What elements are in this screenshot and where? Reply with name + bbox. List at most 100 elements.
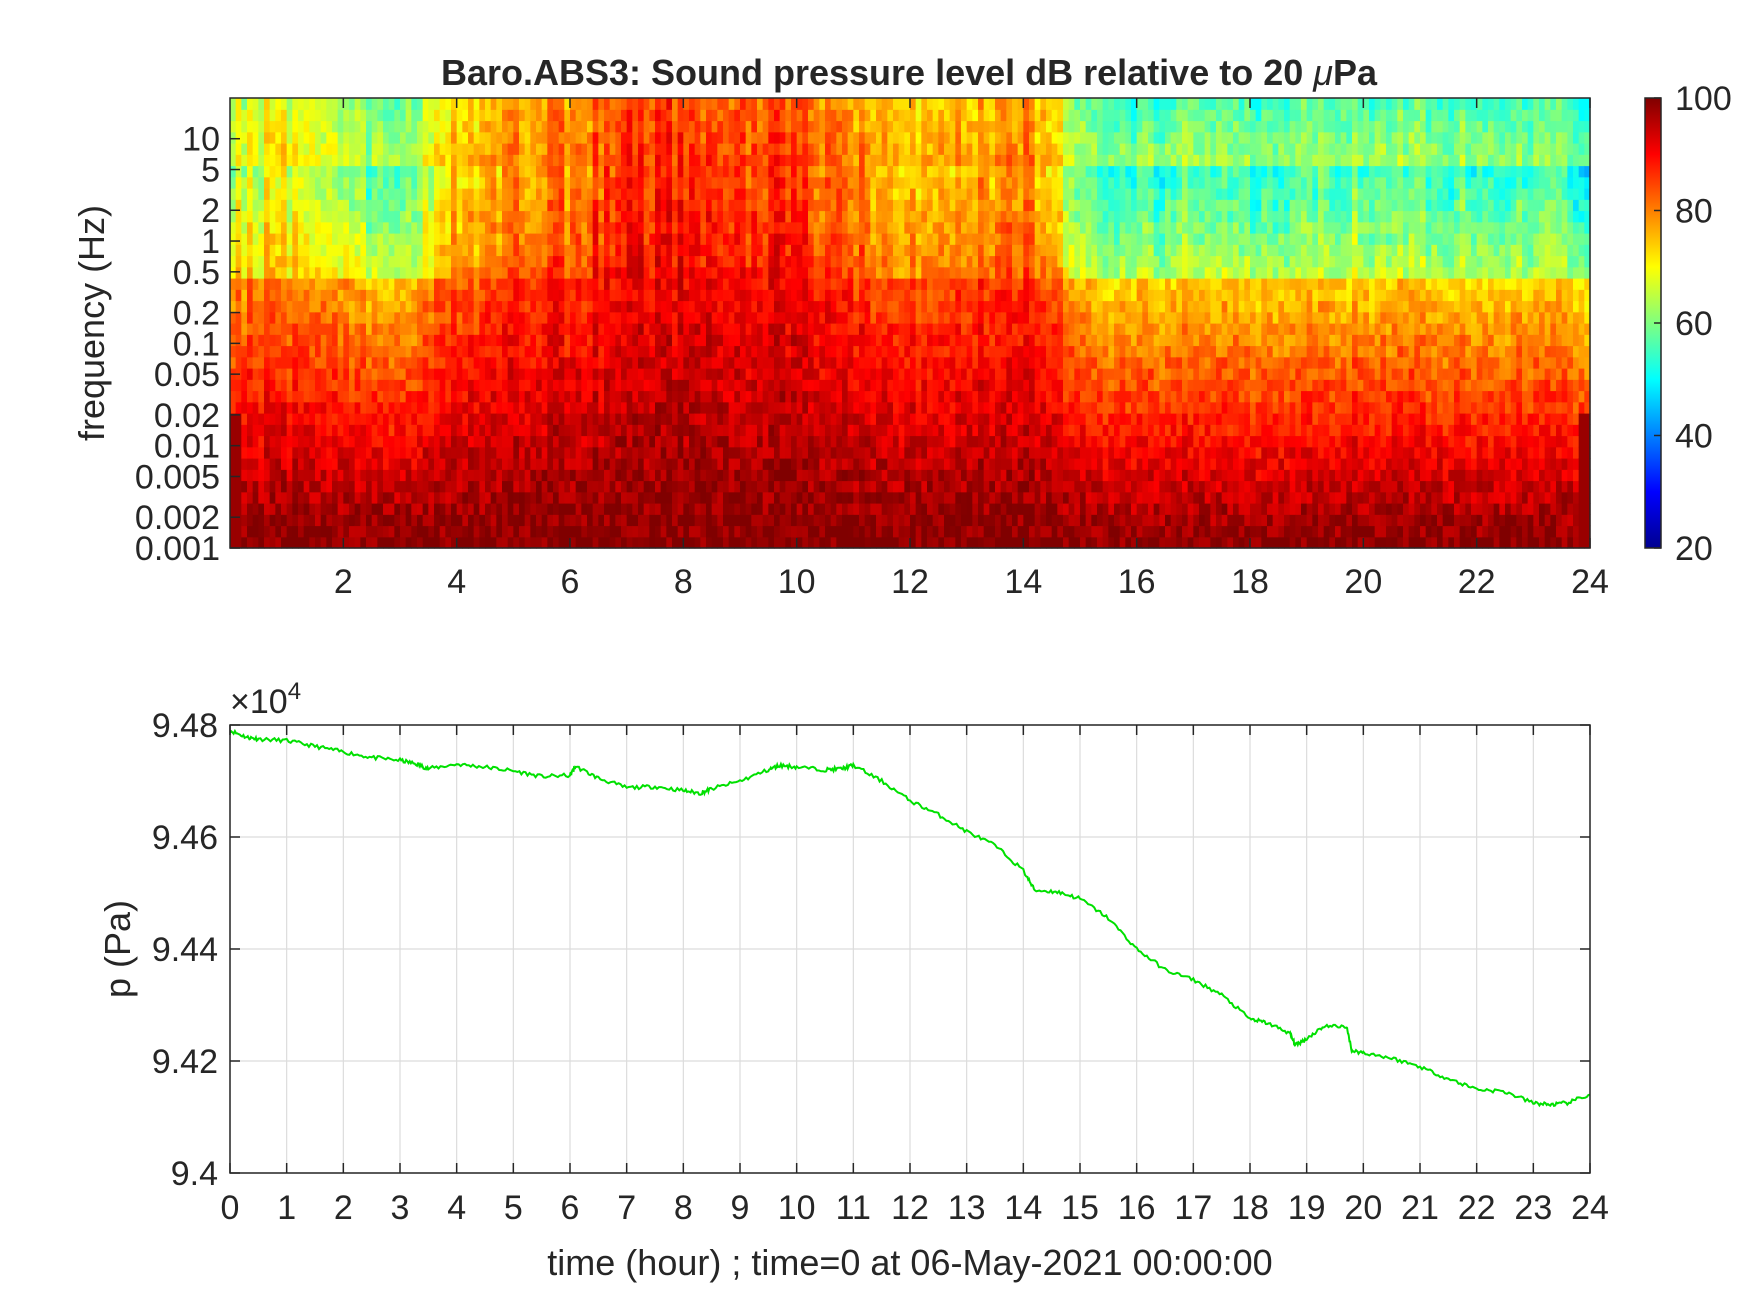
spectrogram-cell xyxy=(371,435,378,448)
spectrogram-cell xyxy=(332,323,339,335)
spectrogram-cell xyxy=(354,368,361,380)
spectrogram-cell xyxy=(779,266,786,279)
spectrogram-cell xyxy=(592,278,599,290)
spectrogram-cell xyxy=(275,199,282,212)
spectrogram-cell xyxy=(558,536,565,549)
spectrogram-cell xyxy=(757,165,764,178)
spectrogram-cell xyxy=(683,278,690,290)
spectrogram-cell xyxy=(388,334,395,347)
spectrogram-cell xyxy=(558,278,565,290)
spectrogram-cell xyxy=(247,480,254,493)
spectrogram-cell xyxy=(700,210,707,223)
spectrogram-cell xyxy=(881,503,888,515)
spectrogram-title: Baro.ABS3: Sound pressure level dB relat… xyxy=(441,52,1378,93)
spectrogram-cell xyxy=(808,514,815,527)
spectrogram-cell xyxy=(932,334,939,347)
spectrogram-cell xyxy=(796,458,803,470)
spectrogram-cell xyxy=(564,233,571,245)
spectrogram-cell xyxy=(757,469,764,482)
spectrogram-cell xyxy=(366,334,373,347)
spectrogram-cell xyxy=(388,188,395,200)
spectrogram-cell xyxy=(360,503,367,515)
spectrogram-cell xyxy=(241,300,248,313)
spectrogram-cell xyxy=(337,514,344,527)
spectrogram-cell xyxy=(779,131,786,144)
spectrogram-cell xyxy=(615,98,622,110)
spectrogram-cell xyxy=(853,356,860,369)
spectrogram-cell xyxy=(774,188,781,200)
spectrogram-cell xyxy=(575,491,582,504)
spectrogram-cell xyxy=(247,188,254,200)
spectrogram-cell xyxy=(405,210,412,223)
spectrogram-cell xyxy=(768,401,775,414)
spectrogram-cell xyxy=(734,458,741,470)
spectrogram-cell xyxy=(666,154,673,167)
spectrogram-cell xyxy=(785,278,792,290)
spectrogram-cell xyxy=(553,244,560,257)
spectrogram-cell xyxy=(456,536,463,549)
spectrogram-cell xyxy=(870,469,877,482)
spectrogram-cell xyxy=(541,469,548,482)
spectrogram-cell xyxy=(706,109,713,122)
spectrogram-cell xyxy=(388,480,395,493)
spectrogram-cell xyxy=(230,413,237,425)
spectrogram-cell xyxy=(859,311,866,324)
spectrogram-cell xyxy=(462,244,469,257)
spectrogram-cell xyxy=(717,356,724,369)
spectrogram-cell xyxy=(536,435,543,448)
spectrogram-cell xyxy=(876,469,883,482)
spectrogram-cell xyxy=(592,188,599,200)
spectrogram-cell xyxy=(621,469,628,482)
spectrogram-cell xyxy=(910,255,917,268)
spectrogram-cell xyxy=(655,345,662,358)
spectrogram-cell xyxy=(740,233,747,245)
spectrogram-cell xyxy=(802,446,809,459)
spectrogram-cell xyxy=(859,503,866,515)
spectrogram-cell xyxy=(337,379,344,392)
spectrogram-cell xyxy=(876,244,883,257)
spectrogram-cell xyxy=(683,435,690,448)
spectrogram-cell xyxy=(791,176,798,189)
spectrogram-cell xyxy=(303,143,310,155)
spectrogram-cell xyxy=(876,109,883,122)
spectrogram-cell xyxy=(439,176,446,189)
spectrogram-cell xyxy=(711,334,718,347)
spectrogram-cell xyxy=(343,390,350,403)
spectrogram-cell xyxy=(349,311,356,324)
spectrogram-cell xyxy=(394,334,401,347)
spectrogram-cell xyxy=(655,289,662,302)
spectrogram-cell xyxy=(723,98,730,110)
spectrogram-cell xyxy=(796,98,803,110)
spectrogram-cell xyxy=(734,491,741,504)
spectrogram-cell xyxy=(706,345,713,358)
spectrogram-cell xyxy=(706,199,713,212)
spectrogram-cell xyxy=(411,458,418,470)
spectrogram-cell xyxy=(638,446,645,459)
spectrogram-cell xyxy=(842,109,849,122)
spectrogram-cell xyxy=(400,311,407,324)
spectrogram-cell xyxy=(502,368,509,380)
spectrogram-cell xyxy=(706,244,713,257)
spectrogram-cell xyxy=(371,131,378,144)
spectrogram-cell xyxy=(581,278,588,290)
spectrogram-cell xyxy=(728,413,735,425)
spectrogram-cell xyxy=(445,379,452,392)
spectrogram-cell xyxy=(768,413,775,425)
spectrogram-cell xyxy=(343,491,350,504)
spectrogram-cell xyxy=(723,390,730,403)
spectrogram-cell xyxy=(241,199,248,212)
spectrogram-cell xyxy=(672,199,679,212)
spectrogram-cell xyxy=(700,356,707,369)
spectrogram-cell xyxy=(898,221,905,234)
spectrogram-cell xyxy=(417,323,424,335)
spectrogram-cell xyxy=(252,413,259,425)
spectrogram-cell xyxy=(774,446,781,459)
spectrogram-cell xyxy=(269,154,276,167)
spectrogram-cell xyxy=(774,300,781,313)
spectrogram-cell xyxy=(230,255,237,268)
spectrogram-cell xyxy=(235,334,242,347)
spectrogram-cell xyxy=(575,435,582,448)
spectrogram-cell xyxy=(547,266,554,279)
spectrogram-cell xyxy=(689,401,696,414)
spectrogram-cell xyxy=(745,199,752,212)
